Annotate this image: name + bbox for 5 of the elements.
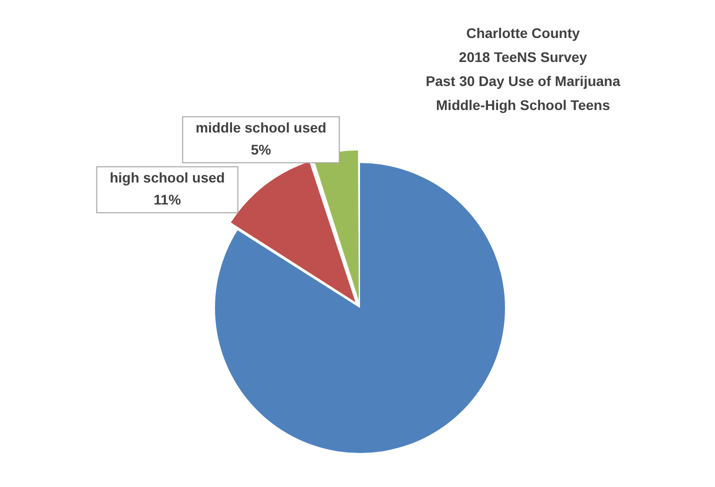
chart-title: Charlotte County 2018 TeeNS Survey Past 30 Day Use of Marijuana Middle-High School Teens — [426, 24, 620, 113]
data-label: 5% — [250, 142, 272, 158]
slice-label: high school used — [110, 170, 225, 186]
slice-label: middle school used — [196, 120, 326, 136]
data-label: 11% — [154, 192, 182, 208]
